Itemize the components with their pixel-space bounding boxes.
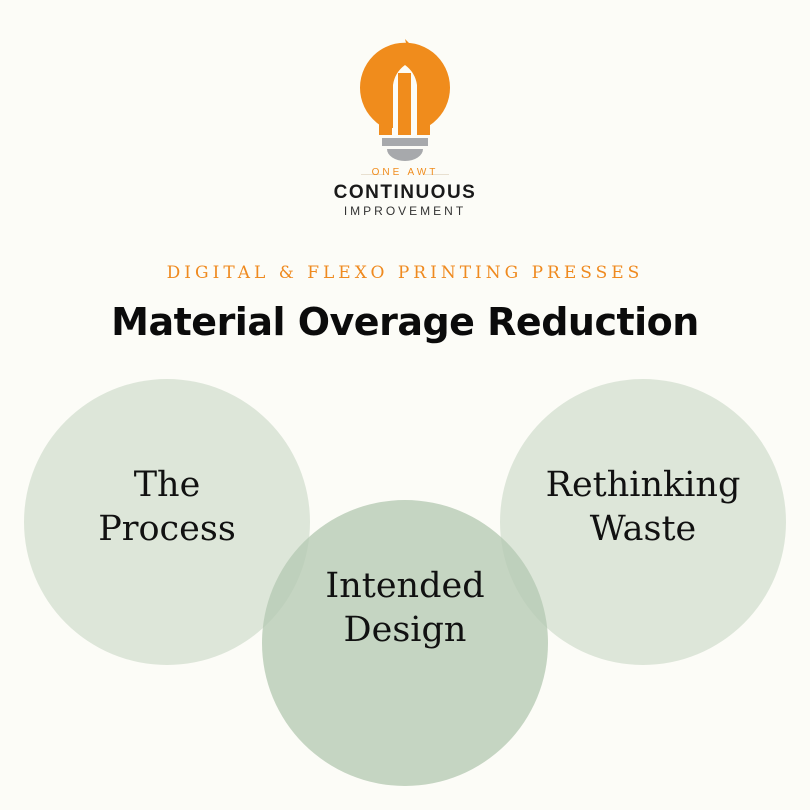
- page-title: Material Overage Reduction: [111, 300, 699, 344]
- circle-the-process: The Process: [24, 379, 310, 665]
- logo-small-text: ONE AWT: [371, 167, 439, 178]
- lightbulb-logo-icon: [360, 39, 450, 161]
- circle-rethinking-waste: Rethinking Waste: [500, 379, 786, 665]
- logo-sub-text: IMPROVEMENT: [343, 204, 467, 218]
- kicker: DIGITAL & FLEXO PRINTING PRESSES: [166, 263, 644, 283]
- circle-intended-design: Intended Design: [262, 500, 548, 786]
- circle-label: Rethinking Waste: [545, 465, 741, 549]
- logo-brand-text: CONTINUOUS: [333, 182, 477, 203]
- circle-label: Intended Design: [325, 566, 485, 650]
- logo-divider: [425, 174, 449, 175]
- logo-divider: [361, 174, 385, 175]
- circle-label: The Process: [98, 465, 236, 549]
